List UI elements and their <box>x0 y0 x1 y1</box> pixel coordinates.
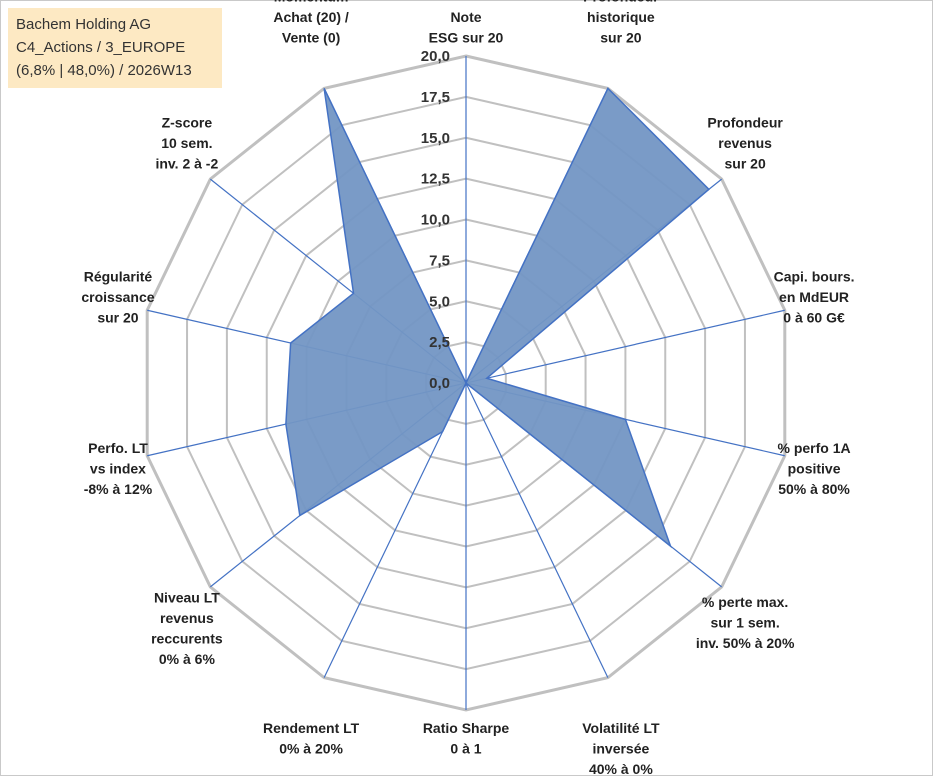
info-box: Bachem Holding AG C4_Actions / 3_EUROPE … <box>8 8 222 88</box>
category-label-line: ESG sur 20 <box>429 30 504 46</box>
category-label-line: 0 à 60 G€ <box>783 310 845 326</box>
tick-label: 2,5 <box>429 334 450 351</box>
category-label: Rendement LT 0% à 20% <box>263 720 360 757</box>
tick-label: 7,5 <box>429 252 450 269</box>
category-label-line: 0 à 1 <box>450 741 481 757</box>
category-label-line: revenus <box>160 610 214 626</box>
category-label: Volatilité LT inversée 40% à 0% <box>582 720 660 776</box>
category-path: C4_Actions / 3_EUROPE <box>16 39 186 56</box>
axis-spoke <box>465 309 785 384</box>
category-label: Capi. bours. en MdEUR 0 à 60 G€ <box>774 269 855 326</box>
category-label-line: % perfo 1A <box>777 440 850 456</box>
tick-label: 15,0 <box>421 130 450 147</box>
category-label-line: inv. 50% à 20% <box>696 635 795 651</box>
category-label-line: Ratio Sharpe <box>423 720 510 736</box>
category-label: Profondeur historique sur 20 <box>583 0 659 46</box>
category-label-line: Z-score <box>162 114 213 130</box>
series-layer <box>285 87 710 549</box>
category-label-line: 10 sem. <box>161 135 212 151</box>
tick-label: 17,5 <box>421 89 450 106</box>
category-label-line: vs index <box>90 460 146 476</box>
tick-label: 5,0 <box>429 293 450 310</box>
category-label-layer: Note ESG sur 20 Profondeur historique sur 20… <box>81 0 854 776</box>
period-info: (6,8% | 48,0%) / 2026W13 <box>16 62 192 79</box>
category-label: Note ESG sur 20 <box>429 9 504 46</box>
category-label-line: Profondeur <box>583 0 659 5</box>
category-label-line: % perte max. <box>702 594 788 610</box>
category-label-line: en MdEUR <box>779 289 849 305</box>
category-label-line: sur 20 <box>724 155 765 171</box>
category-label-line: positive <box>788 460 841 476</box>
category-label: Ratio Sharpe 0 à 1 <box>423 720 510 757</box>
category-label: % perte max. sur 1 sem. inv. 50% à 20% <box>696 594 795 651</box>
category-label: Z-score 10 sem. inv. 2 à -2 <box>155 114 218 171</box>
category-label-line: Perfo. LT <box>88 440 148 456</box>
tick-label: 10,0 <box>421 212 450 229</box>
category-label-line: Volatilité LT <box>582 720 660 736</box>
category-label-line: 0% à 6% <box>159 651 216 667</box>
category-label: Momentum Achat (20) / Vente (0) <box>273 0 349 46</box>
category-label-line: 0% à 20% <box>279 741 343 757</box>
tick-label: 20,0 <box>421 48 450 65</box>
category-label-line: 40% à 0% <box>589 761 653 776</box>
category-label-line: 50% à 80% <box>778 481 850 497</box>
category-label-line: sur 1 sem. <box>710 615 779 631</box>
category-label-line: sur 20 <box>600 30 641 46</box>
category-label: Régularité croissance sur 20 <box>81 269 154 326</box>
category-label-line: croissance <box>81 289 154 305</box>
category-label-line: reccurents <box>151 631 223 647</box>
category-label: Perfo. LT vs index -8% à 12% <box>84 440 153 497</box>
category-label-line: Niveau LT <box>154 590 220 606</box>
category-label-line: Régularité <box>84 269 153 285</box>
category-label-line: Rendement LT <box>263 720 360 736</box>
category-label-line: revenus <box>718 135 772 151</box>
category-label-line: inversée <box>592 741 649 757</box>
category-label-line: inv. 2 à -2 <box>155 155 218 171</box>
axis-spoke <box>465 382 609 678</box>
series-area <box>285 87 710 549</box>
category-label-line: Momentum <box>274 0 349 5</box>
tick-label-layer: 0,0 2,5 5,0 7,5 10,0 12,5 15,0 17,5 20,0 <box>421 48 450 392</box>
category-label-line: -8% à 12% <box>84 481 153 497</box>
company-name: Bachem Holding AG <box>16 16 152 33</box>
tick-label: 12,5 <box>421 171 450 188</box>
category-label-line: Achat (20) / <box>273 9 349 25</box>
category-label-line: historique <box>587 9 655 25</box>
category-label-line: Profondeur <box>707 114 783 130</box>
tick-label: 0,0 <box>429 375 450 392</box>
category-label-line: Note <box>450 9 481 25</box>
category-label: % perfo 1A positive 50% à 80% <box>777 440 850 497</box>
category-label-line: Capi. bours. <box>774 269 855 285</box>
category-label: Niveau LT revenus reccurents 0% à 6% <box>151 590 223 668</box>
category-label-line: Vente (0) <box>282 30 340 46</box>
category-label: Profondeur revenus sur 20 <box>707 114 783 171</box>
category-label-line: sur 20 <box>97 310 138 326</box>
